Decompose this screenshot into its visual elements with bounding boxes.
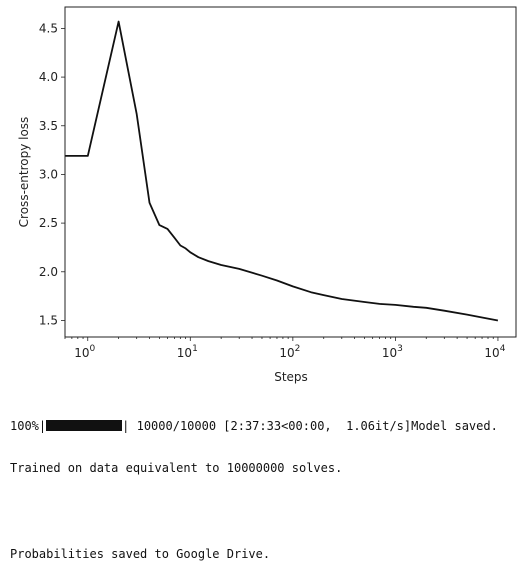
y-tick-label: 1.5 bbox=[39, 313, 58, 327]
y-axis-title: Cross-entropy loss bbox=[17, 117, 31, 228]
loss-series-line bbox=[65, 20, 499, 322]
y-tick-label: 2.5 bbox=[39, 216, 58, 230]
progress-line: 100%| | 10000/10000 [2:37:33<00:00, 1.06i… bbox=[10, 419, 498, 433]
y-tick-label: 4.0 bbox=[39, 70, 58, 84]
x-tick-label: 104 bbox=[484, 344, 505, 360]
y-tick-label: 3.0 bbox=[39, 167, 58, 181]
save-message: Probabilities saved to Google Drive. bbox=[10, 547, 271, 561]
loss-chart: 100 101 102 103 104 1.5 2.0 2.5 3.0 3.5 4.0 4.5 St… bbox=[17, 6, 517, 384]
progress-percent: 100% bbox=[10, 419, 39, 433]
progress-bar bbox=[46, 420, 123, 431]
y-tick-label: 3.5 bbox=[39, 119, 58, 133]
x-axis-title: Steps bbox=[274, 370, 308, 384]
progress-status: | 10000/10000 [2:37:33<00:00, 1.06it/s]M… bbox=[122, 419, 498, 433]
y-axis: 1.5 2.0 2.5 3.0 3.5 4.0 4.5 bbox=[39, 21, 65, 327]
x-tick-label: 102 bbox=[279, 344, 300, 360]
plot-frame bbox=[64, 6, 517, 338]
y-tick-label: 4.5 bbox=[39, 21, 58, 35]
chart-marks bbox=[65, 20, 499, 322]
training-summary: Trained on data equivalent to 10000000 s… bbox=[10, 461, 343, 475]
x-axis: 100 101 102 103 104 bbox=[64, 337, 506, 360]
x-tick-label: 103 bbox=[382, 344, 403, 360]
y-tick-label: 2.0 bbox=[39, 265, 58, 279]
x-tick-label: 101 bbox=[177, 344, 198, 360]
cell-output: 100%| | 10000/10000 [2:37:33<00:00, 1.06i… bbox=[10, 391, 525, 575]
x-tick-label: 100 bbox=[74, 344, 95, 360]
